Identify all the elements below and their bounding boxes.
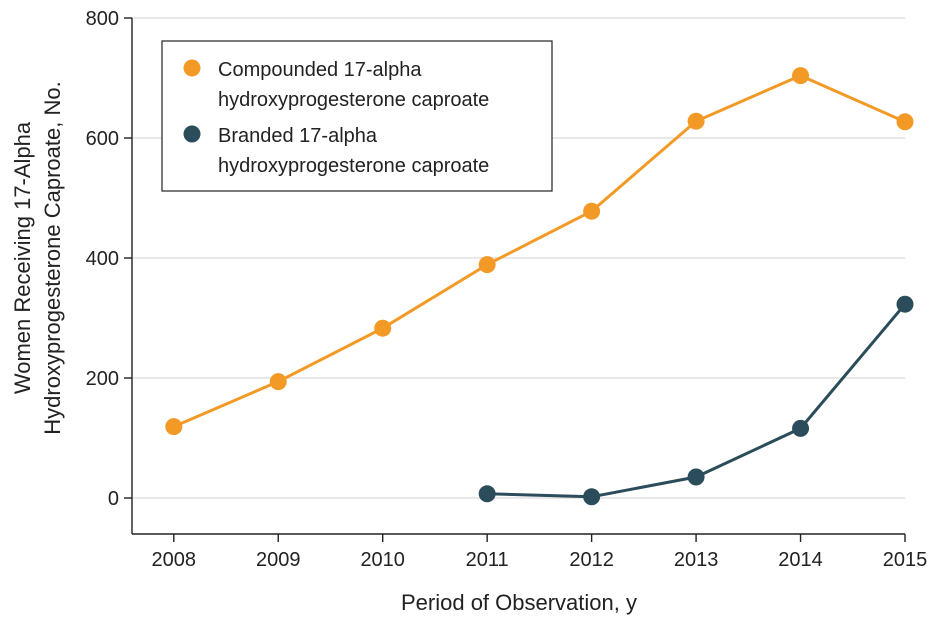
x-axis-ticks: 2008 2009 2010 2011 2012 2013 2014 2015 — [152, 534, 928, 571]
data-point-compounded-2012 — [583, 202, 601, 220]
series-layer — [165, 67, 914, 506]
data-point-compounded-2011 — [478, 256, 496, 274]
y-tick-label-400: 400 — [86, 248, 119, 270]
y-tick-label-600: 600 — [86, 128, 119, 150]
x-tick-label-2011: 2011 — [466, 549, 509, 571]
data-point-compounded-2010 — [374, 319, 392, 337]
data-point-branded-2013 — [687, 468, 705, 486]
y-axis-label-line-2: Hydroxyprogesterone Caproate, No. — [40, 81, 65, 434]
data-point-compounded-2009 — [269, 373, 287, 391]
y-tick-label-0: 0 — [108, 488, 119, 510]
legend-label-branded-line-1: Branded 17-alpha — [218, 125, 378, 147]
series-line-branded — [487, 303, 907, 499]
x-tick-label-2014: 2014 — [778, 549, 823, 571]
y-axis-label: Women Receiving 17-Alpha Hydroxyprogeste… — [10, 81, 65, 434]
legend-label-branded-line-2: hydroxyprogesterone caproate — [218, 155, 489, 177]
data-point-branded-2014 — [792, 419, 810, 437]
series-line-compounded — [173, 74, 906, 428]
data-point-compounded-2015 — [896, 113, 914, 131]
axes — [131, 18, 905, 535]
x-tick-label-2009: 2009 — [256, 549, 301, 571]
x-tick-label-2015: 2015 — [883, 549, 928, 571]
x-tick-label-2008: 2008 — [152, 549, 197, 571]
x-tick-label-2013: 2013 — [674, 549, 719, 571]
y-tick-label-800: 800 — [86, 8, 119, 30]
data-point-branded-2011 — [478, 485, 496, 503]
series-branded — [478, 295, 914, 506]
y-tick-label-200: 200 — [86, 368, 119, 390]
x-axis-label: Period of Observation, y — [401, 590, 637, 615]
x-tick-label-2012: 2012 — [569, 549, 614, 571]
legend-swatch-branded — [183, 125, 201, 143]
y-axis-label-line-1: Women Receiving 17-Alpha — [10, 121, 35, 394]
legend-label-compounded-line-2: hydroxyprogesterone caproate — [218, 89, 489, 111]
data-point-compounded-2008 — [165, 418, 183, 436]
data-point-compounded-2013 — [687, 112, 705, 130]
data-point-branded-2012 — [583, 488, 601, 506]
data-point-branded-2015 — [896, 295, 914, 313]
data-point-compounded-2014 — [792, 67, 810, 85]
legend-label-compounded-line-1: Compounded 17-alpha — [218, 59, 422, 81]
legend-box — [161, 40, 553, 192]
x-tick-label-2010: 2010 — [360, 549, 405, 571]
legend: Compounded 17-alpha hydroxyprogesterone … — [161, 40, 553, 192]
y-axis-ticks: 0 200 400 600 800 — [86, 8, 132, 510]
legend-swatch-compounded — [183, 59, 201, 77]
series-compounded — [165, 67, 914, 436]
